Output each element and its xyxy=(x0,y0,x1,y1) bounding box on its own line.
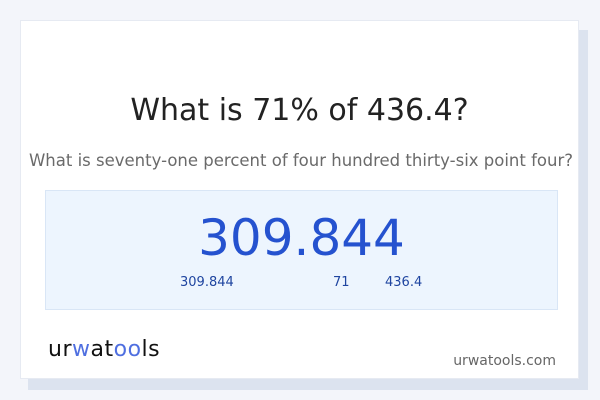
page-title: What is 71% of 436.4? xyxy=(130,93,469,128)
page-subtitle: What is seventy-one percent of four hund… xyxy=(28,151,574,170)
result-value: 309.844 xyxy=(198,209,405,267)
breakdown-result: 309.844 xyxy=(180,275,234,290)
site-url: urwatools.com xyxy=(453,353,556,369)
answer-card: What is 71% of 436.4? What is seventy-on… xyxy=(20,20,579,379)
result-box: 309.844 309.844 71 436.4 xyxy=(45,190,558,310)
urwatools-logo: urwatools xyxy=(48,337,161,362)
breakdown-base: 436.4 xyxy=(385,275,423,290)
breakdown-percent: 71 xyxy=(333,275,350,290)
